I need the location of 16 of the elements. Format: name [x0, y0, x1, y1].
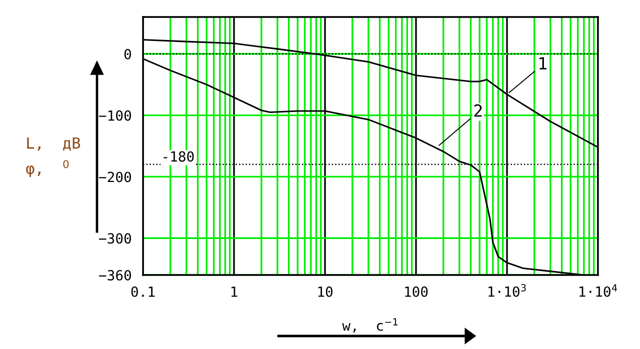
x-tick-label: 0.1 — [131, 286, 155, 297]
annotation: 2 — [474, 104, 482, 117]
y-tick-label: 0 — [124, 48, 131, 60]
annotation: 1 — [540, 57, 546, 70]
x-tick-label: 1·10$^{3}$ — [488, 284, 526, 297]
y-tick-label: −100 — [99, 110, 131, 121]
y-tick-label: −300 — [99, 233, 131, 244]
ref-line-label: -180 — [164, 151, 194, 162]
x-tick-label: 100 — [405, 286, 428, 297]
x-axis-title: w, c$^{−1}$ — [342, 318, 398, 333]
x-tick-label: 1 — [231, 286, 238, 297]
x-tick-label: 1·10$^{4}$ — [580, 284, 618, 297]
y-tick-label: −360 — [99, 270, 131, 281]
x-tick-label: 10 — [318, 286, 332, 297]
text: L, дВ φ, $^{0}$ — [26, 137, 80, 178]
y-tick-label: −200 — [99, 172, 131, 182]
